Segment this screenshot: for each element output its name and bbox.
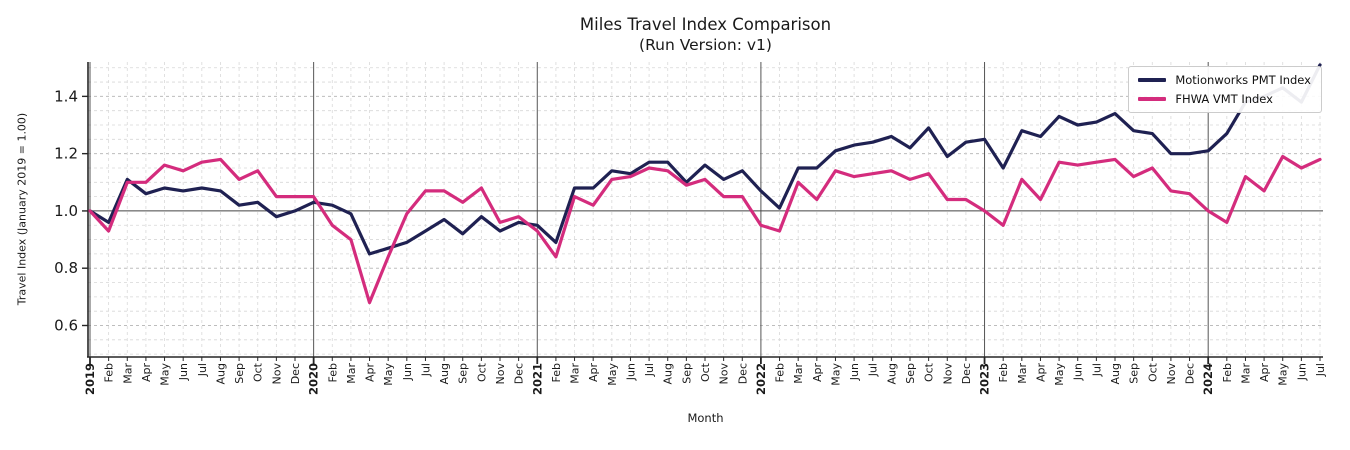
chart-title: Miles Travel Index Comparison — [579, 15, 832, 34]
x-tick-label: Mar — [1239, 363, 1252, 384]
x-tick-label: Nov — [270, 363, 283, 385]
vmt-line-swatch — [1138, 97, 1167, 101]
x-tick-label: Aug — [438, 363, 451, 384]
x-tick-label: Sep — [233, 363, 246, 384]
x-tick-label: May — [606, 363, 619, 386]
y-tick-label: 0.8 — [54, 259, 78, 277]
chart-subtitle: (Run Version: v1) — [639, 36, 772, 55]
x-tick-label: Dec — [513, 363, 526, 384]
x-tick-label: Feb — [1221, 363, 1234, 382]
x-tick-label: Mar — [1016, 363, 1029, 384]
x-tick-label: Mar — [569, 363, 582, 384]
x-tick-label: Mar — [345, 363, 358, 384]
x-tick-label: 2024 — [1201, 363, 1215, 395]
x-tick-label: Sep — [457, 363, 470, 384]
x-tick-label: Aug — [1109, 363, 1122, 384]
x-tick-label: Nov — [1165, 363, 1178, 385]
x-tick-label: Jul — [1090, 363, 1103, 377]
x-tick-label: 2023 — [978, 363, 992, 395]
x-tick-label: Nov — [718, 363, 731, 385]
x-tick-label: Jun — [1072, 363, 1085, 381]
y-tick-label: 0.6 — [54, 316, 78, 334]
x-tick-label: Jun — [624, 363, 637, 381]
x-tick-label: May — [1053, 363, 1066, 386]
x-tick-label: Nov — [494, 363, 507, 385]
x-tick-label: Dec — [736, 363, 749, 384]
x-tick-label: Oct — [475, 362, 488, 382]
axes — [82, 62, 1323, 364]
x-tick-label: Feb — [774, 363, 787, 382]
x-tick-label: Jul — [867, 363, 880, 377]
x-tick-label: Jul — [1314, 363, 1327, 377]
x-tick-label: Nov — [941, 363, 954, 385]
x-tick-label: Dec — [289, 363, 302, 384]
legend-label-vmt: FHWA VMT Index — [1175, 92, 1273, 106]
x-tick-label: Sep — [1128, 363, 1141, 384]
x-tick-label: May — [382, 363, 395, 386]
x-tick-label: 2021 — [530, 363, 544, 395]
x-tick-label: Jul — [196, 363, 209, 377]
x-tick-label: Jun — [401, 363, 414, 381]
legend-label-pmt: Motionworks PMT Index — [1175, 73, 1311, 87]
x-tick-label: Apr — [140, 363, 153, 383]
legend: Motionworks PMT Index FHWA VMT Index — [1128, 66, 1322, 113]
x-tick-label: Dec — [1184, 363, 1197, 384]
y-tick-label: 1.4 — [54, 87, 78, 105]
x-tick-label: Feb — [103, 363, 116, 382]
title-block: Miles Travel Index Comparison (Run Versi… — [88, 14, 1323, 56]
x-tick-label: Dec — [960, 363, 973, 384]
x-tick-label: Oct — [923, 362, 936, 382]
x-tick-label: May — [1277, 363, 1290, 386]
x-tick-label: Aug — [214, 363, 227, 384]
vmt-index-line — [88, 154, 1322, 305]
gridlines — [88, 62, 1323, 357]
x-tick-label: Apr — [1258, 363, 1271, 383]
tick-labels: 2019 Feb Mar Apr May Jun Jul Aug Sep Oct Nov Dec 202… — [54, 87, 1327, 395]
x-tick-label: Aug — [662, 363, 675, 384]
x-tick-label: Feb — [550, 363, 563, 382]
x-tick-label: Mar — [121, 363, 134, 384]
x-tick-label: Jun — [1295, 363, 1308, 381]
x-tick-label: Apr — [364, 363, 377, 383]
legend-item-vmt: FHWA VMT Index — [1138, 92, 1311, 106]
legend-item-pmt: Motionworks PMT Index — [1138, 73, 1311, 87]
x-tick-label: Jun — [848, 363, 861, 381]
x-tick-label: May — [829, 363, 842, 386]
x-tick-label: Mar — [792, 363, 805, 384]
pmt-line-swatch — [1138, 78, 1167, 82]
x-tick-label: Apr — [587, 363, 600, 383]
x-tick-label: Feb — [997, 363, 1010, 382]
x-tick-label: Feb — [326, 363, 339, 382]
x-tick-label: Oct — [699, 362, 712, 382]
x-tick-label: Sep — [904, 363, 917, 384]
x-axis-label: Month — [687, 411, 724, 425]
x-tick-label: Apr — [1034, 363, 1047, 383]
x-tick-label: May — [159, 363, 172, 386]
x-tick-label: 2019 — [83, 363, 97, 395]
x-tick-label: Jun — [177, 363, 190, 381]
series-lines — [88, 63, 1322, 305]
x-tick-label: Aug — [885, 363, 898, 384]
x-tick-label: Jul — [643, 363, 656, 377]
x-tick-label: Apr — [811, 363, 824, 383]
pmt-index-line — [88, 63, 1322, 256]
x-tick-label: 2020 — [307, 363, 321, 395]
y-axis-label: Travel Index (January 2019 = 1.00) — [15, 112, 29, 306]
x-tick-label: 2022 — [754, 363, 768, 395]
y-tick-label: 1.2 — [54, 145, 78, 163]
x-tick-label: Oct — [252, 362, 265, 382]
x-tick-label: Sep — [680, 363, 693, 384]
x-tick-label: Oct — [1146, 362, 1159, 382]
x-tick-label: Jul — [419, 363, 432, 377]
y-tick-label: 1.0 — [54, 202, 78, 220]
